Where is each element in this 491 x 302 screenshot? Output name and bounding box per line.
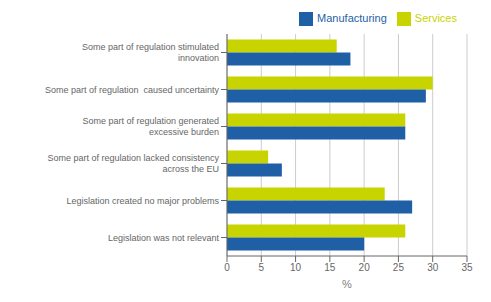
svg-text:Legislation was not relevant: Legislation was not relevant xyxy=(108,233,220,243)
svg-text:35: 35 xyxy=(461,262,473,273)
svg-text:Some part of regulation stimul: Some part of regulation stimulatedinnova… xyxy=(82,42,219,63)
svg-text:0: 0 xyxy=(224,262,230,273)
svg-text:5: 5 xyxy=(259,262,265,273)
svg-text:25: 25 xyxy=(393,262,405,273)
svg-text:30: 30 xyxy=(427,262,439,273)
html-text:Services: Services xyxy=(414,12,457,24)
svg-text:Legislation created no major p: Legislation created no major problems xyxy=(66,196,219,206)
svg-text:Some part of regulation genera: Some part of regulation generatedexcessi… xyxy=(82,116,219,137)
svg-text:Some part of regulation lacked: Some part of regulation lacked consisten… xyxy=(47,153,219,174)
svg-text:10: 10 xyxy=(290,262,302,273)
svg-text:%: % xyxy=(342,278,352,290)
html-text:Manufacturing: Manufacturing xyxy=(317,12,387,24)
svg-text:15: 15 xyxy=(324,262,336,273)
svg-text:Some part of regulation cause: Some part of regulation caused uncertain… xyxy=(45,85,220,95)
svg-text:20: 20 xyxy=(359,262,371,273)
